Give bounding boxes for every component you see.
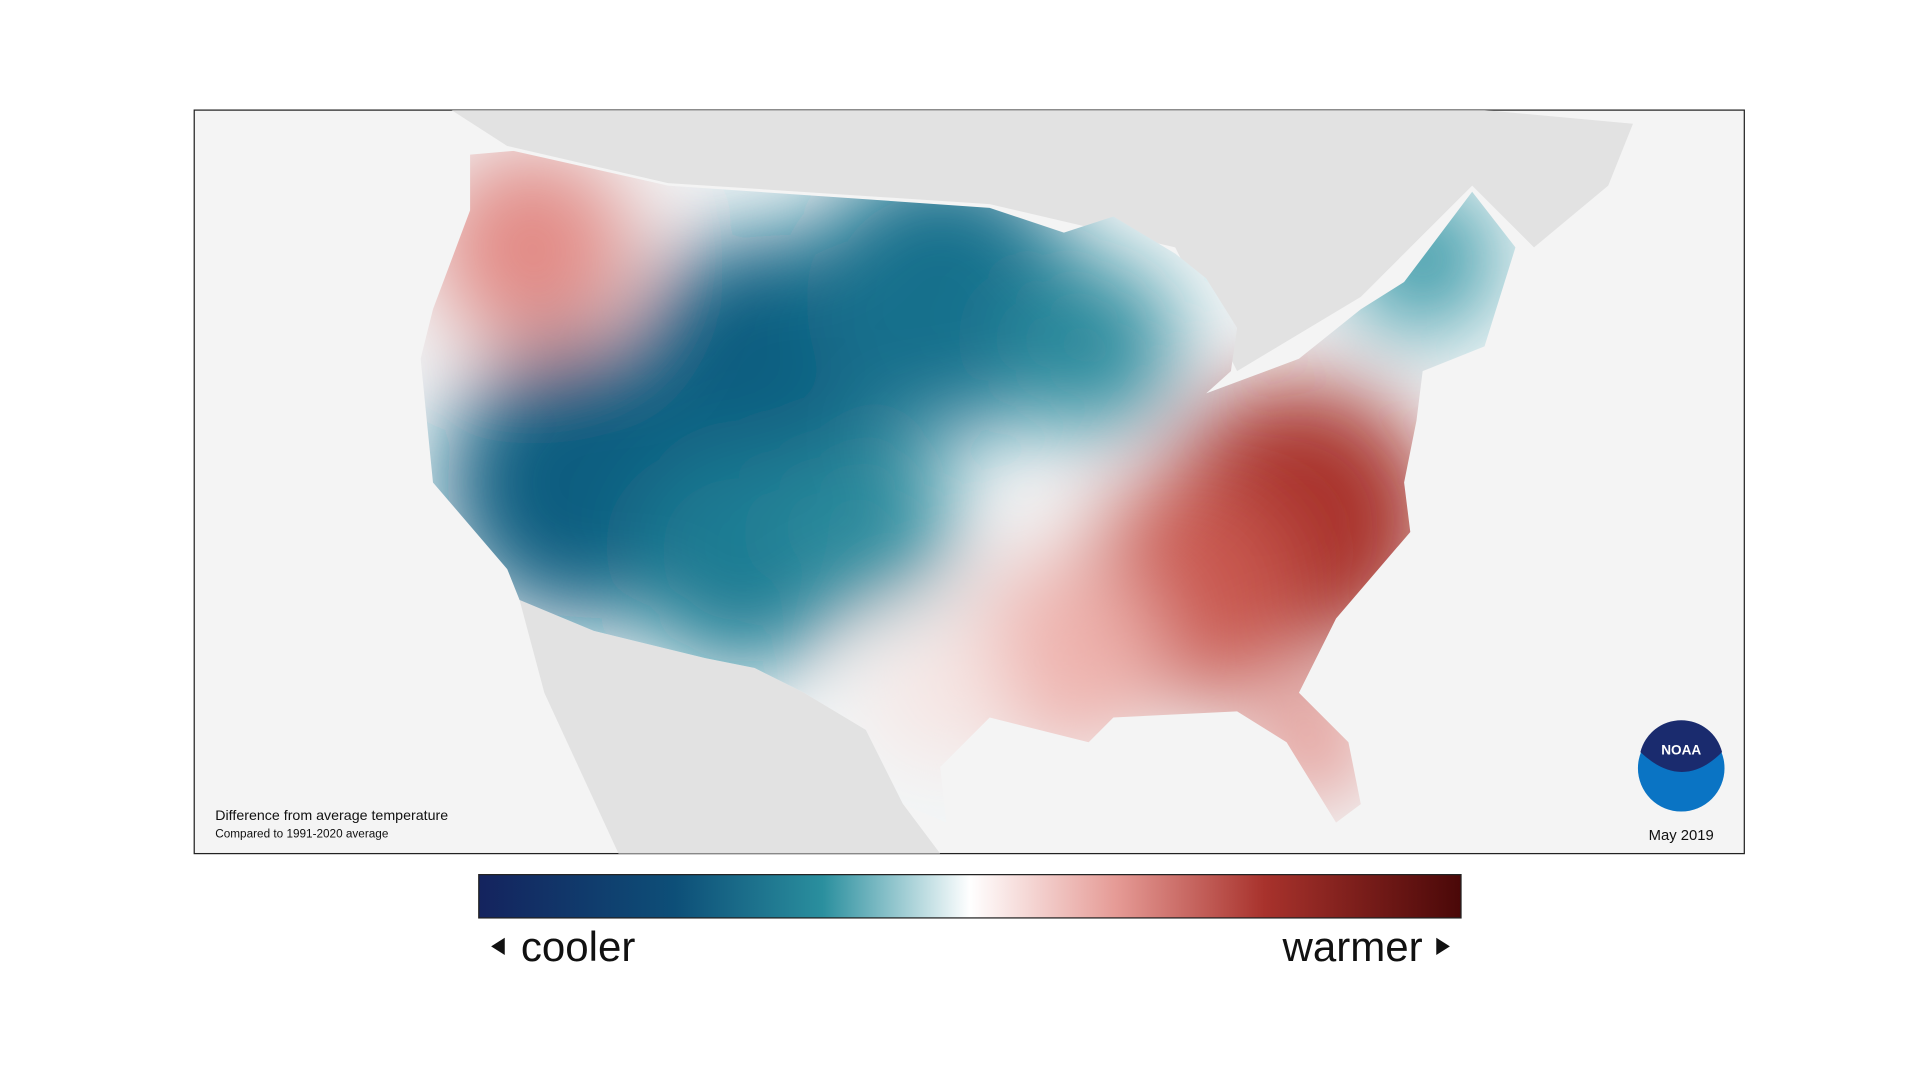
legend-low: cooler: [521, 923, 636, 970]
color-scale: [478, 874, 1462, 919]
noaa-logo: NOAA: [1637, 720, 1725, 812]
caption-title: Difference from average temperature: [215, 808, 448, 824]
caption-subtitle: Compared to 1991-2020 average: [215, 828, 389, 841]
background-land: [451, 110, 1633, 854]
map-group: Difference from average temperature Comp…: [193, 109, 1745, 970]
arrow-right: [1436, 937, 1450, 956]
legend-high: warmer: [1281, 923, 1422, 970]
logo-text: NOAA: [1661, 743, 1701, 758]
arrow-left: [491, 937, 505, 956]
date-label: May 2019: [1649, 828, 1714, 844]
